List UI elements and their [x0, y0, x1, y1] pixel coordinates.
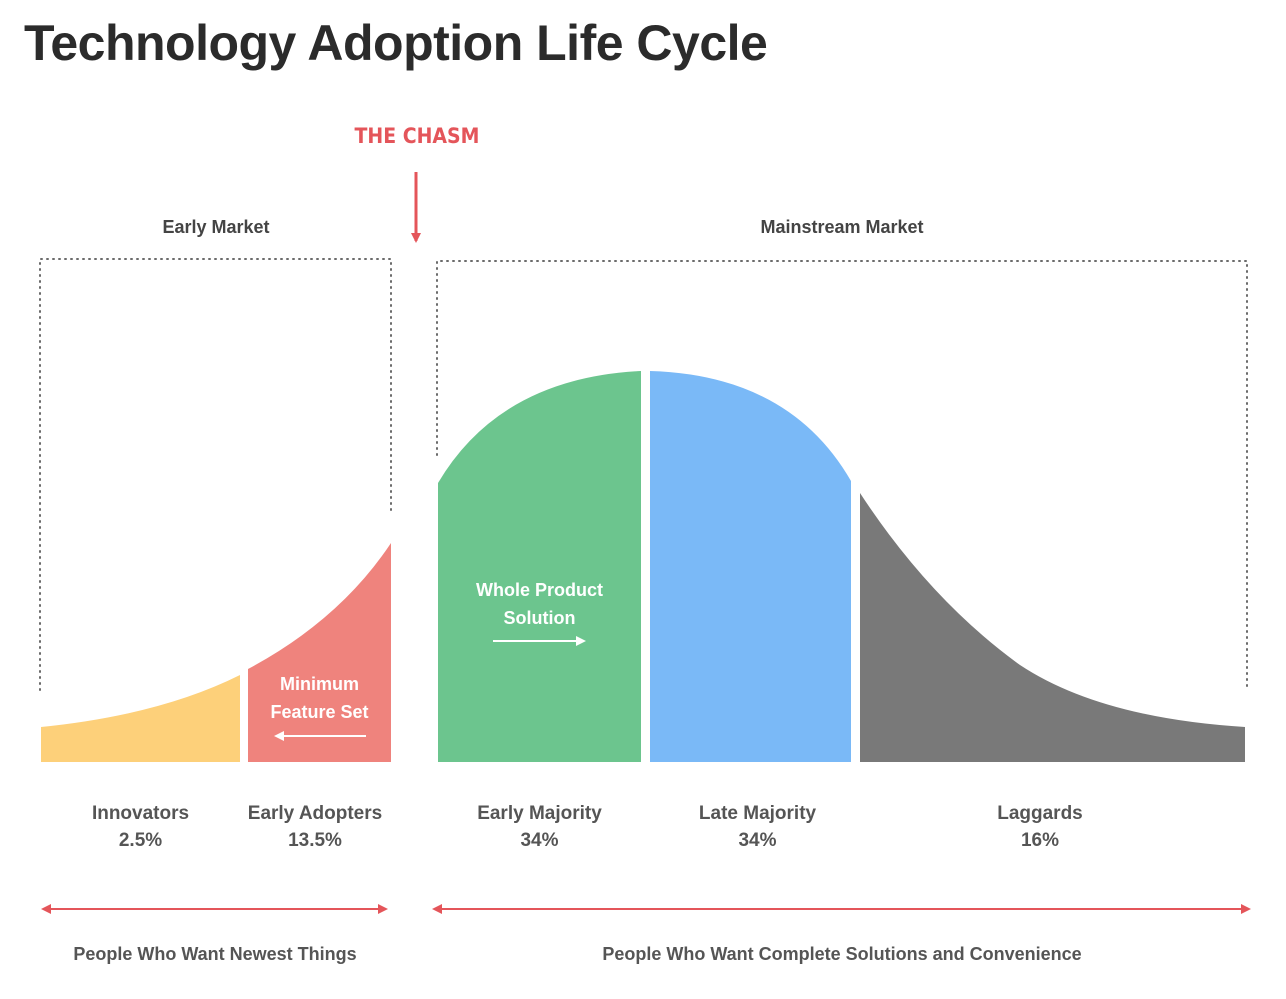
page-title: Technology Adoption Life Cycle: [24, 15, 768, 71]
early-market-frame: [39, 258, 392, 691]
segment-label-late-majority: Late Majority 34%: [657, 800, 858, 854]
segment-label-early-majority: Early Majority 34%: [438, 800, 641, 854]
segment-share: 13.5%: [288, 830, 342, 851]
segment-share: 16%: [1020, 830, 1060, 851]
mainstream-market-frame: [436, 260, 1248, 691]
segment-name: Laggards: [997, 803, 1083, 824]
segment-share: 2.5%: [118, 830, 163, 851]
segment-label-early-adopters: Early Adopters 13.5%: [235, 800, 395, 854]
whole-product-solution-note: Whole Product Solution: [438, 576, 641, 632]
mainstream-market-label: Mainstream Market: [760, 217, 924, 237]
segment-share: 34%: [520, 830, 559, 851]
early-majority-segment: [438, 371, 641, 762]
early-market-label: Early Market: [162, 217, 270, 237]
minimum-feature-set-line1: Minimum: [280, 674, 359, 694]
segment-label-innovators: Innovators 2.5%: [41, 800, 240, 854]
mainstream-market-caption: People Who Want Complete Solutions and C…: [602, 944, 1082, 964]
chasm-label: THE CHASM: [354, 124, 480, 148]
segment-share: 34%: [738, 830, 777, 851]
early-adopters-segment: [248, 543, 391, 762]
laggards-segment: [860, 493, 1245, 762]
segment-name: Late Majority: [698, 803, 817, 824]
early-market-caption: People Who Want Newest Things: [73, 944, 357, 964]
whole-product-solution-line2: Solution: [503, 608, 576, 628]
whole-product-solution-line1: Whole Product: [476, 580, 603, 600]
late-majority-segment: [650, 371, 851, 762]
minimum-feature-set-line2: Feature Set: [270, 702, 369, 722]
minimum-feature-set-note: Minimum Feature Set: [248, 670, 391, 726]
segment-name: Innovators: [91, 803, 190, 824]
segment-name: Early Majority: [477, 803, 602, 824]
innovators-segment: [41, 675, 240, 762]
segment-label-laggards: Laggards 16%: [940, 800, 1140, 854]
segment-name: Early Adopters: [247, 803, 383, 824]
